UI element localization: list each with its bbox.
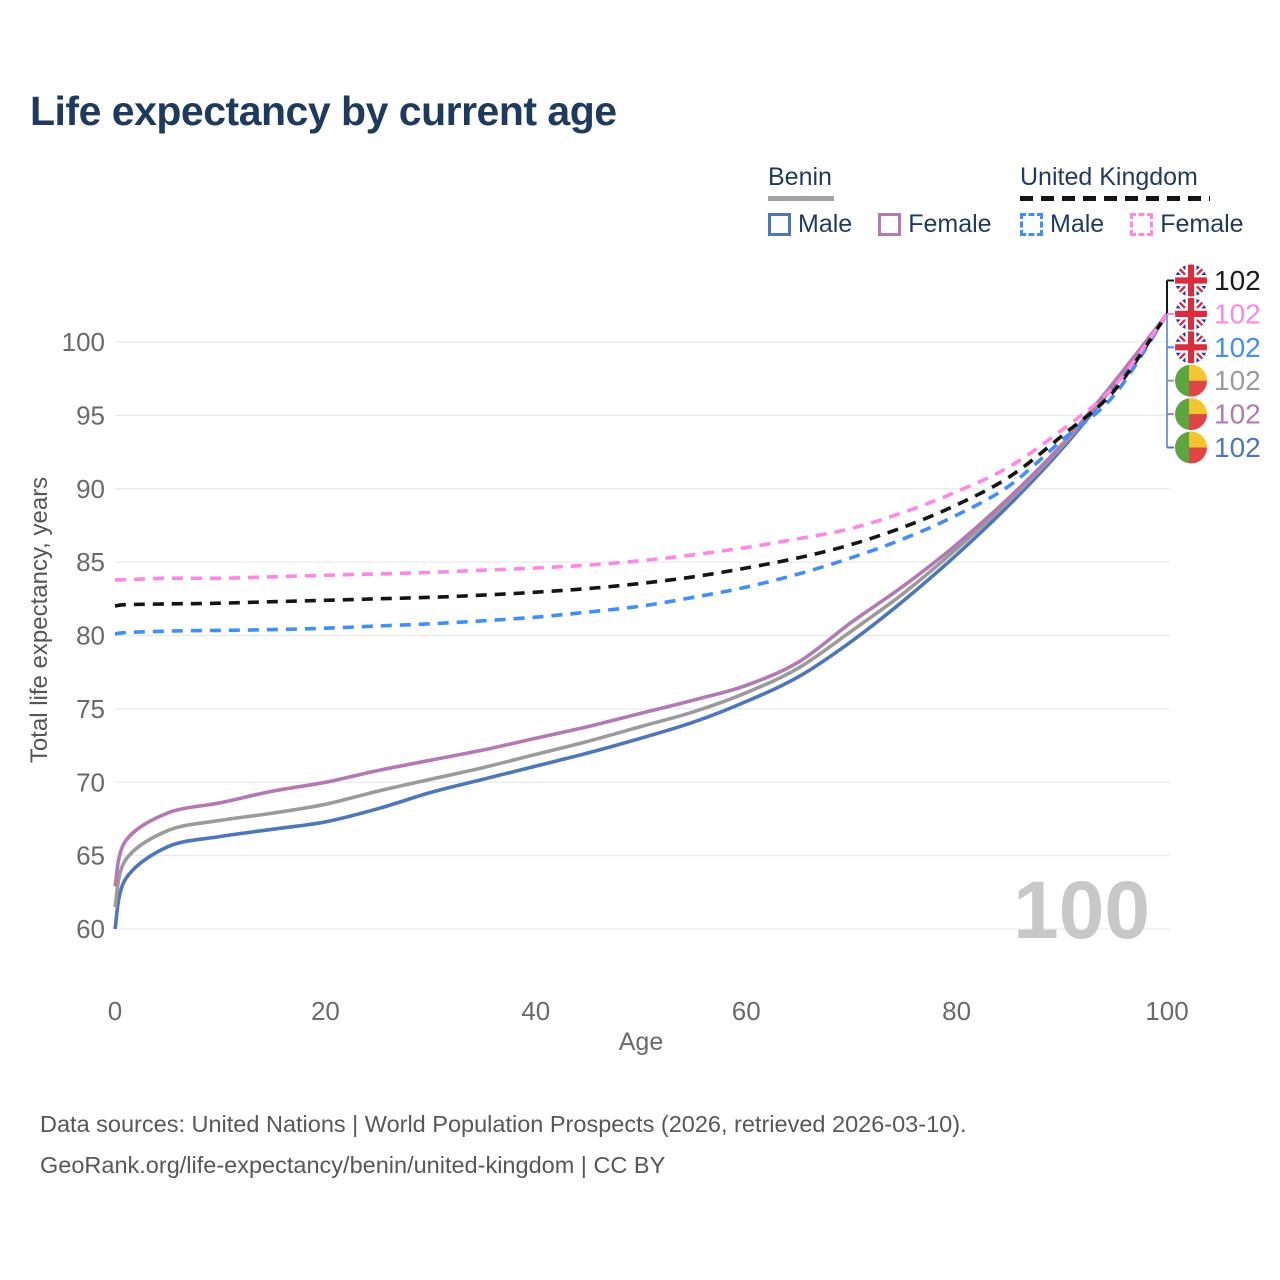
x-axis-title: Age	[619, 1028, 663, 1056]
uk-flag-icon	[1175, 297, 1207, 330]
uk-flag-icon	[1175, 331, 1207, 364]
end-value-label: 102	[1214, 399, 1261, 430]
y-tick-label: 75	[76, 694, 105, 724]
legend-group-benin-title[interactable]: Benin	[768, 163, 832, 191]
end-value-label: 102	[1214, 365, 1261, 396]
x-tick-label: 60	[732, 996, 761, 1026]
legend-label-benin-male[interactable]: Male	[798, 210, 853, 238]
uk-flag-icon	[1175, 264, 1207, 297]
x-tick-label: 80	[942, 996, 971, 1026]
watermark-age-value: 100	[1013, 865, 1150, 956]
legend-uk-line-sample	[1020, 196, 1210, 201]
y-tick-label: 85	[76, 547, 105, 577]
x-tick-label: 0	[108, 996, 122, 1026]
y-axis-title: Total life expectancy, years	[26, 477, 53, 763]
series-line-united-kingdom-total	[114, 313, 1169, 608]
series-line-benin-male	[113, 313, 1169, 930]
benin-flag-icon	[1175, 364, 1207, 397]
end-value-label: 102	[1214, 332, 1261, 363]
end-value-label: 102	[1214, 298, 1261, 329]
x-tick-label: 40	[521, 996, 550, 1026]
series-line-benin-female	[113, 312, 1169, 887]
legend-label-benin-female[interactable]: Female	[908, 210, 992, 238]
data-sources: Data sources: United Nations | World Pop…	[40, 1104, 1190, 1186]
x-tick-label: 20	[311, 996, 340, 1026]
legend-group-united-kingdom: United Kingdom Male Female	[1020, 163, 1270, 239]
legend-label-uk-male[interactable]: Male	[1050, 210, 1105, 238]
legend-label-uk-female[interactable]: Female	[1160, 210, 1244, 238]
series-line-benin-total	[113, 313, 1169, 908]
y-tick-label: 100	[62, 327, 105, 357]
y-tick-label: 95	[76, 400, 105, 430]
data-sources-line2: GeoRank.org/life-expectancy/benin/united…	[40, 1152, 666, 1178]
y-tick-label: 90	[76, 474, 105, 504]
legend-swatch-benin-female[interactable]	[878, 213, 902, 236]
y-tick-label: 70	[76, 767, 105, 797]
legend-group-uk-title[interactable]: United Kingdom	[1020, 163, 1198, 191]
benin-flag-icon	[1175, 431, 1207, 464]
data-sources-line1: Data sources: United Nations | World Pop…	[40, 1111, 967, 1137]
y-tick-label: 65	[76, 841, 105, 871]
y-tick-label: 80	[76, 621, 105, 651]
page-title: Life expectancy by current age	[30, 88, 617, 134]
legend-swatch-benin-male[interactable]	[768, 213, 791, 236]
y-tick-label: 60	[76, 914, 105, 944]
legend-swatch-uk-female[interactable]	[1130, 213, 1154, 236]
legend-group-benin: Benin Male Female	[768, 163, 1018, 239]
benin-flag-icon	[1175, 398, 1207, 431]
x-tick-label: 100	[1145, 996, 1188, 1026]
series-line-united-kingdom-male	[114, 313, 1169, 636]
legend-benin-line-sample	[768, 196, 834, 201]
legend-swatch-uk-male[interactable]	[1020, 213, 1043, 236]
end-value-label: 102	[1214, 432, 1261, 463]
end-value-label: 102	[1214, 265, 1261, 296]
series-line-united-kingdom-female	[114, 313, 1169, 582]
